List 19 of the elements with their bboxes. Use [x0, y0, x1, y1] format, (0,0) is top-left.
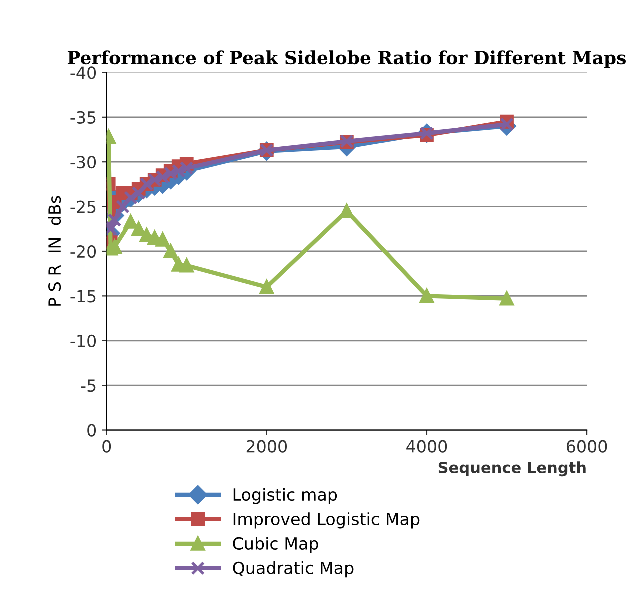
legend-label: Logistic map	[234, 488, 338, 504]
y-tick-label: -30	[70, 156, 96, 169]
x-axis-title: Sequence Length	[438, 462, 586, 477]
y-tick-label: -15	[70, 290, 96, 303]
legend-label: Quadratic Map	[233, 562, 354, 578]
y-tick-label: -25	[70, 200, 96, 214]
x-tick-label: 0	[102, 440, 112, 453]
x-tick-label: 4000	[406, 440, 448, 453]
x-tick-label: 6000	[566, 440, 608, 453]
y-tick-label: 0	[88, 424, 96, 437]
y-axis-title: P S R IN dBs	[48, 196, 62, 306]
x-tick-label: 2000	[246, 440, 288, 453]
legend-label: Improved Logistic Map	[234, 512, 420, 529]
y-tick-label: -10	[70, 334, 96, 348]
y-tick-label: -40	[70, 66, 96, 80]
y-tick-label: -5	[81, 380, 96, 392]
y-tick-label: -35	[70, 111, 96, 124]
legend-label: Cubic Map	[233, 537, 318, 554]
y-tick-label: -20	[70, 245, 96, 258]
